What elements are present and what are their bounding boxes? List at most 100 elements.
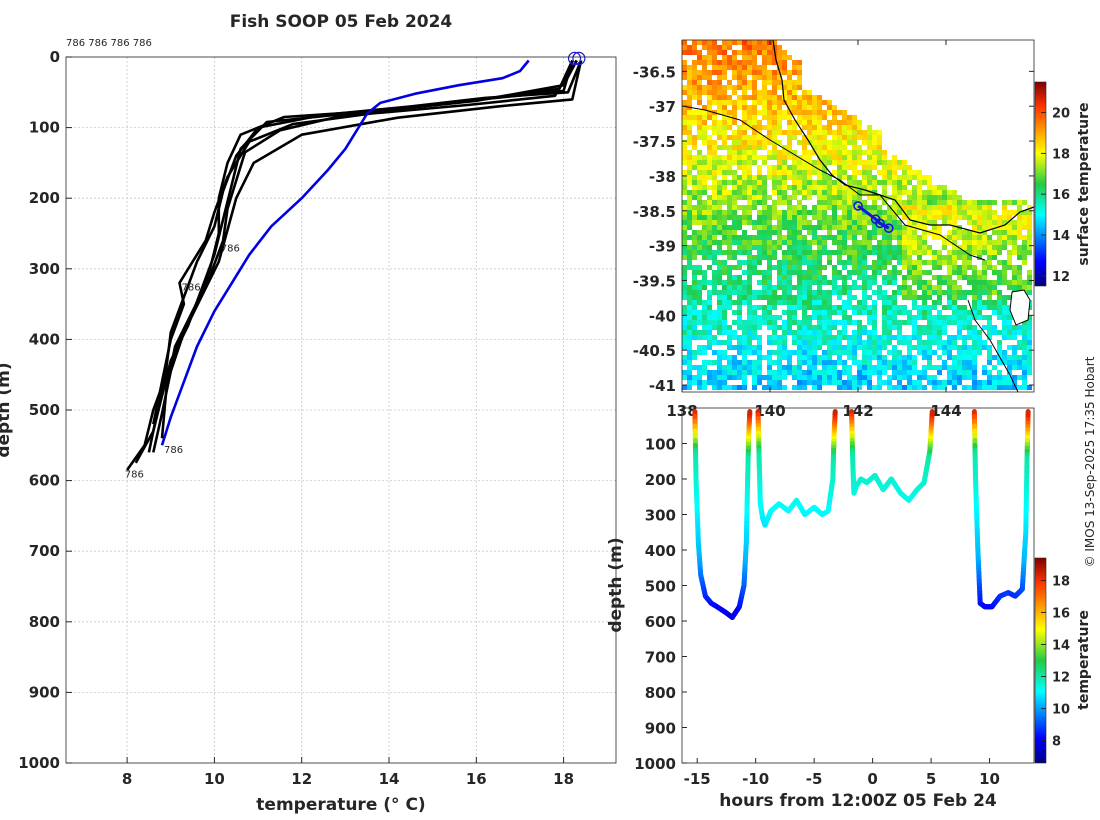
sst-cell (832, 110, 837, 115)
sst-cell (737, 85, 742, 90)
sst-cell (817, 285, 822, 290)
sst-cell (857, 370, 862, 375)
sst-cell (967, 210, 972, 215)
sst-cell (1012, 270, 1017, 275)
sst-cell (887, 375, 892, 380)
sst-cell (967, 265, 972, 270)
sst-cell (682, 180, 687, 185)
sst-cell (747, 335, 752, 340)
map-ytick-label: -37.5 (633, 133, 676, 151)
sst-cell (707, 155, 712, 160)
sst-cell (872, 260, 877, 265)
sst-cell (777, 165, 782, 170)
sst-cell (717, 370, 722, 375)
sst-cell (687, 335, 692, 340)
sst-cell (927, 195, 932, 200)
sst-cell (812, 335, 817, 340)
sst-cell (857, 210, 862, 215)
sst-cell (862, 135, 867, 140)
sst-cell (822, 360, 827, 365)
sst-cell (762, 230, 767, 235)
sst-cell (902, 225, 907, 230)
sst-cell (862, 330, 867, 335)
sst-cell (797, 175, 802, 180)
sst-cell (1007, 240, 1012, 245)
sst-cell (977, 315, 982, 320)
sst-cell (732, 250, 737, 255)
sst-cell (807, 240, 812, 245)
sst-cell (847, 260, 852, 265)
sst-cell (882, 275, 887, 280)
sst-cell (862, 165, 867, 170)
sst-cell (832, 155, 837, 160)
sst-cell (907, 170, 912, 175)
sst-cell (997, 330, 1002, 335)
sst-cell (862, 160, 867, 165)
sst-cell (692, 80, 697, 85)
sst-cell (767, 80, 772, 85)
sst-cell (1007, 250, 1012, 255)
sst-cell (697, 270, 702, 275)
sst-cell (687, 70, 692, 75)
sst-cell (842, 220, 847, 225)
sst-cell (732, 130, 737, 135)
sst-cell (802, 305, 807, 310)
sst-cell (712, 80, 717, 85)
sst-cell (737, 50, 742, 55)
sst-cell (812, 105, 817, 110)
sst-cell (742, 280, 747, 285)
sst-cell (712, 65, 717, 70)
sst-cell (812, 225, 817, 230)
sst-cell (817, 335, 822, 340)
sst-cell (797, 385, 802, 390)
sst-cell (927, 200, 932, 205)
sst-cell (947, 280, 952, 285)
sst-cell (782, 100, 787, 105)
sst-cell (982, 305, 987, 310)
sst-cell (777, 100, 782, 105)
sst-cell (897, 245, 902, 250)
sst-cell (742, 90, 747, 95)
sst-cell (792, 205, 797, 210)
sst-cell (942, 315, 947, 320)
sst-cell (857, 320, 862, 325)
sst-cell (742, 95, 747, 100)
sst-cell (717, 110, 722, 115)
sst-cell (742, 185, 747, 190)
sst-cell (712, 55, 717, 60)
sst-cell (797, 275, 802, 280)
sst-cell (902, 340, 907, 345)
sst-cell (1002, 305, 1007, 310)
sst-cell (842, 260, 847, 265)
sst-cell (772, 70, 777, 75)
sst-cell (767, 295, 772, 300)
sst-cell (1012, 385, 1017, 390)
sst-cell (922, 180, 927, 185)
sst-cell (847, 220, 852, 225)
sst-cell (732, 385, 737, 390)
sst-cell (812, 355, 817, 360)
sst-cell (897, 225, 902, 230)
sst-cell (747, 50, 752, 55)
sst-cell (797, 250, 802, 255)
section-ylabel: depth (m) (606, 537, 626, 632)
sst-cell (987, 210, 992, 215)
profile-ticks: 8 10 12 14 16 1801002003004005006007008009001… (18, 48, 574, 788)
sst-cell (837, 360, 842, 365)
sst-cell (887, 255, 892, 260)
sst-colorbar-tick-label: 16 (1052, 188, 1070, 203)
sst-cell (757, 340, 762, 345)
sst-cell (707, 125, 712, 130)
sst-cell (752, 40, 757, 45)
sst-cell (812, 270, 817, 275)
sst-cell (697, 330, 702, 335)
sst-cell (777, 220, 782, 225)
sst-cell (902, 290, 907, 295)
sst-cell (862, 225, 867, 230)
sst-cell (777, 375, 782, 380)
sst-cell (787, 70, 792, 75)
sst-cell (977, 285, 982, 290)
sst-cell (682, 210, 687, 215)
sst-cell (722, 200, 727, 205)
sst-cell (1007, 310, 1012, 315)
